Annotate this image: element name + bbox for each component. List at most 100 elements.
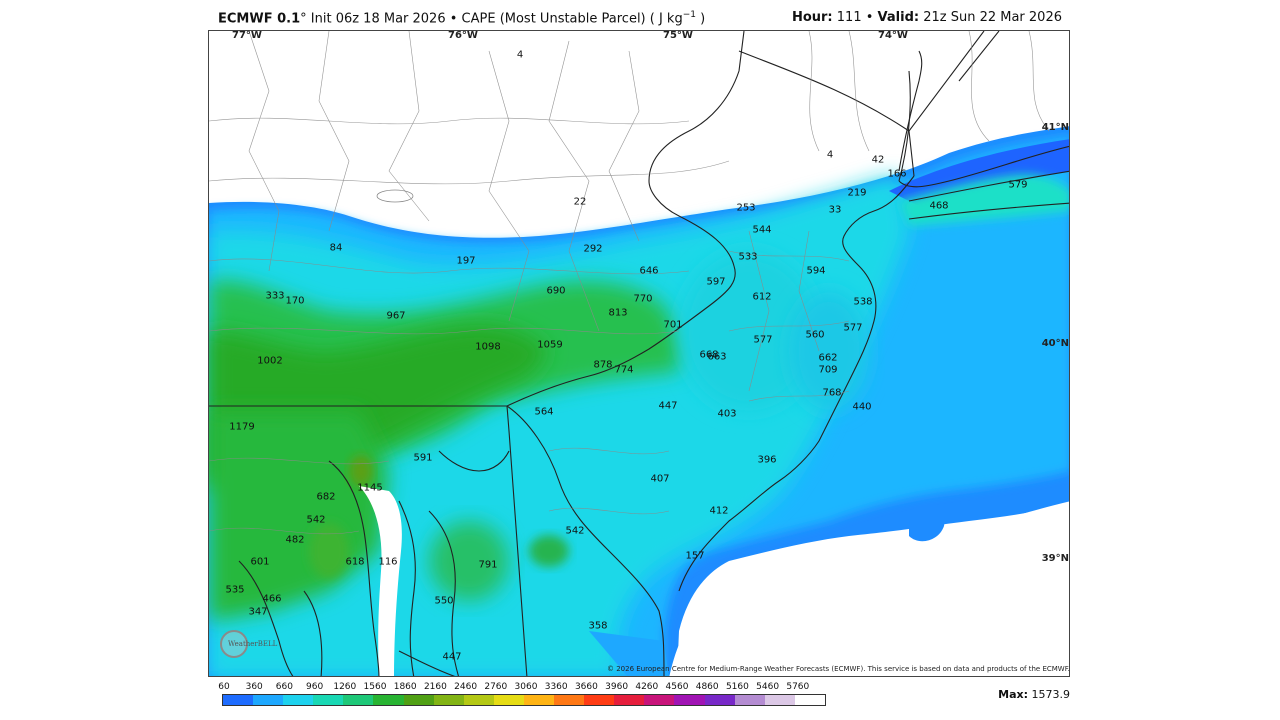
map-value: 646: [639, 265, 659, 277]
lon-label-77w: 77°W: [232, 30, 262, 41]
map-value: 347: [248, 606, 268, 618]
map-value: 878: [593, 359, 613, 371]
map-value: 468: [929, 200, 949, 212]
color-scale-bar: [222, 694, 826, 706]
scale-tick-label: 4260: [635, 682, 659, 692]
scale-swatch: [644, 695, 675, 705]
scale-swatch: [704, 695, 735, 705]
scale-swatch: [223, 695, 254, 705]
title-end: ): [696, 11, 706, 27]
map-value: 542: [306, 514, 326, 526]
map-value: 535: [225, 584, 245, 596]
map-value: 253: [736, 202, 756, 214]
logo-ring: [220, 630, 248, 658]
map-value: 1098: [475, 341, 501, 353]
scale-swatch: [584, 695, 615, 705]
lat-label-39n: 39°N: [1041, 553, 1069, 564]
map-value: 579: [1008, 179, 1028, 191]
map-value: 440: [852, 401, 872, 413]
map-value: 116: [378, 556, 398, 568]
map-value: 170: [285, 295, 305, 307]
map-value: 701: [663, 319, 683, 331]
map-value: 601: [250, 556, 270, 568]
lon-label-74w: 74°W: [878, 30, 908, 41]
map-value: 770: [633, 293, 653, 305]
scale-tick-label: 2460: [454, 682, 478, 692]
map-value: 577: [843, 322, 863, 334]
scale-swatch: [734, 695, 765, 705]
scale-tick-label: 1260: [333, 682, 357, 692]
map-value: 618: [345, 556, 365, 568]
scale-swatch: [403, 695, 434, 705]
lat-label-41n: 41°N: [1041, 122, 1069, 133]
scale-tick-label: 3660: [574, 682, 598, 692]
units-exponent: −1: [682, 10, 696, 20]
map-value: 682: [316, 491, 336, 503]
map-value: 564: [534, 406, 554, 418]
scale-tick-label: 5460: [756, 682, 780, 692]
scale-swatch: [313, 695, 344, 705]
map-value: 42: [871, 154, 885, 166]
scale-swatch: [343, 695, 374, 705]
map-value: 662: [818, 352, 838, 364]
map-value: 791: [478, 559, 498, 571]
scale-swatch: [794, 695, 825, 705]
scale-swatch: [523, 695, 555, 705]
map-value: 482: [285, 534, 305, 546]
scale-swatch: [283, 695, 314, 705]
max-number: 1573.9: [1028, 688, 1070, 701]
cape-map-graphic: [209, 31, 1069, 676]
lon-label-75w: 75°W: [663, 30, 693, 41]
copyright-notice: © 2026 European Centre for Medium-Range …: [607, 665, 1070, 673]
scale-tick-label: 2760: [484, 682, 508, 692]
hour-label: Hour:: [791, 10, 833, 25]
map-value: 412: [709, 505, 729, 517]
scale-tick-label: 3960: [605, 682, 629, 692]
map-value: 157: [685, 550, 705, 562]
scale-tick-label: 660: [275, 682, 293, 692]
scale-tick-label: 60: [218, 682, 230, 692]
map-value: 22: [573, 196, 587, 208]
map-value: 538: [853, 296, 873, 308]
color-scale-ticks: 60 360 660 960 1260 1560 1860 2160 2460 2760 3060 3…: [212, 682, 832, 694]
scale-tick-label: 3060: [514, 682, 538, 692]
map-value: 197: [456, 255, 476, 267]
scale-tick-label: 4560: [665, 682, 689, 692]
title-description: Init 06z 18 Mar 2026 • CAPE (Most Unstab…: [306, 11, 683, 27]
max-label: Max:: [998, 688, 1028, 701]
map-value: 1145: [357, 482, 383, 494]
scale-swatch: [373, 695, 404, 705]
scale-tick-label: 4860: [695, 682, 719, 692]
map-value: 768: [822, 387, 842, 399]
valid-label: Valid:: [877, 10, 920, 25]
map-value: 407: [650, 473, 670, 485]
map-value: 550: [434, 595, 454, 607]
map-value: 560: [805, 329, 825, 341]
scale-tick-label: 2160: [423, 682, 447, 692]
map-value: 577: [753, 334, 773, 346]
map-value: 542: [565, 525, 585, 537]
map-value: 447: [658, 400, 678, 412]
map-value: 967: [386, 310, 406, 322]
map-value: 4: [826, 149, 834, 161]
map-title: ECMWF 0.1° Init 06z 18 Mar 2026 • CAPE (…: [218, 10, 705, 26]
degree-symbol: °: [300, 11, 307, 27]
map-value: 447: [442, 651, 462, 663]
map-value: 84: [329, 242, 343, 254]
map-value: 591: [413, 452, 433, 464]
scale-swatch: [764, 695, 795, 705]
scale-swatch: [554, 695, 585, 705]
cape-map: [208, 30, 1070, 677]
scale-tick-label: 5760: [786, 682, 810, 692]
map-value: 690: [546, 285, 566, 297]
map-value: 166: [887, 168, 907, 180]
scale-tick-label: 3360: [544, 682, 568, 692]
hour-value: 111 •: [832, 10, 878, 25]
weatherbell-logo: WeatherBELL: [218, 628, 290, 662]
map-value: 668: [699, 349, 719, 361]
map-value: 597: [706, 276, 726, 288]
valid-value: 21z Sun 22 Mar 2026: [919, 10, 1062, 25]
map-value: 1002: [257, 355, 283, 367]
scale-tick-label: 360: [245, 682, 263, 692]
map-value: 403: [717, 408, 737, 420]
